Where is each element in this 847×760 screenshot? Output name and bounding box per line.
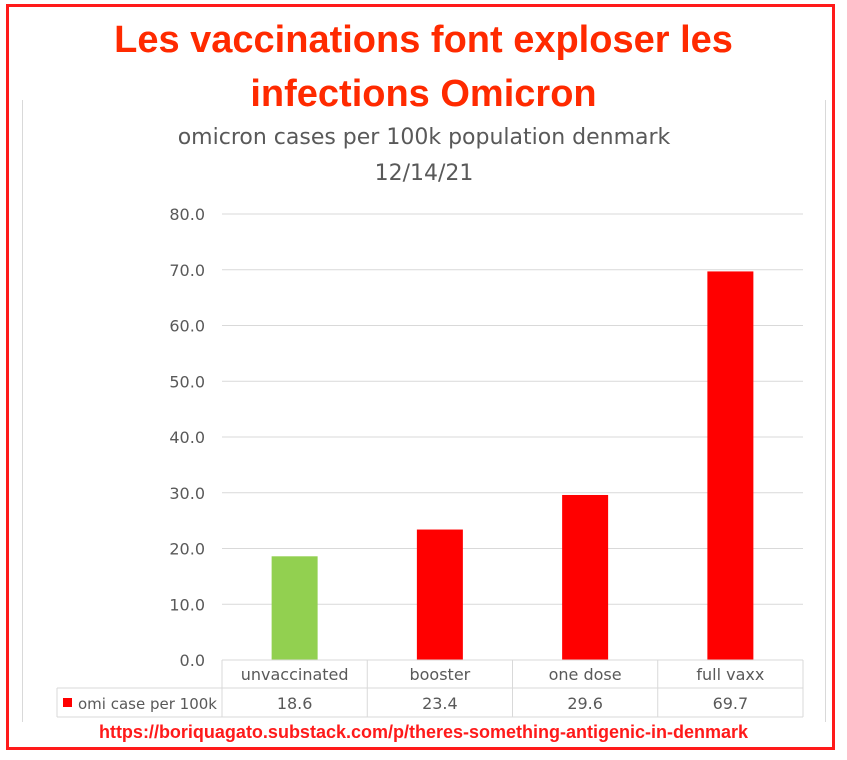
y-tick-label: 10.0 [169, 595, 205, 614]
legend-series-name: omi case per 100k [78, 695, 217, 713]
legend-swatch [63, 698, 72, 707]
y-axis-tick-labels: 0.0 10.0 20.0 30.0 40.0 50.0 60.0 70.0 80.0 [169, 205, 205, 670]
x-category-label: full vaxx [696, 665, 764, 684]
y-tick-label: 40.0 [169, 428, 205, 447]
x-category-label: unvaccinated [241, 665, 349, 684]
headline-line-1: Les vaccinations font exploser les [114, 19, 733, 61]
bar [271, 556, 318, 660]
chart-subtitle: 12/14/21 [375, 161, 474, 186]
outer-frame [6, 4, 835, 750]
data-label: 69.7 [713, 694, 749, 713]
x-category-label: booster [409, 665, 470, 684]
y-tick-label: 20.0 [169, 540, 205, 559]
chart-area [22, 100, 826, 722]
data-label: 18.6 [277, 694, 313, 713]
source-url: https://boriquagato.substack.com/p/there… [98, 722, 749, 742]
data-label: 23.4 [422, 694, 458, 713]
y-tick-label: 70.0 [169, 261, 205, 280]
data-label: 29.6 [567, 694, 603, 713]
bars [271, 271, 754, 660]
x-category-label: one dose [549, 665, 622, 684]
y-tick-label: 80.0 [169, 205, 205, 224]
bar [707, 271, 754, 660]
y-tick-label: 60.0 [169, 317, 205, 336]
bar [416, 529, 463, 660]
chart-title: omicron cases per 100k population denmar… [178, 125, 671, 150]
y-tick-label: 50.0 [169, 372, 205, 391]
y-tick-label: 0.0 [180, 651, 205, 670]
bar [562, 494, 609, 660]
gridlines [222, 213, 803, 605]
y-tick-label: 30.0 [169, 484, 205, 503]
data-table: unvaccinated 18.6 booster 23.4 one dose 29.6 f… [56, 659, 804, 718]
headline-line-2: infections Omicron [250, 73, 597, 115]
